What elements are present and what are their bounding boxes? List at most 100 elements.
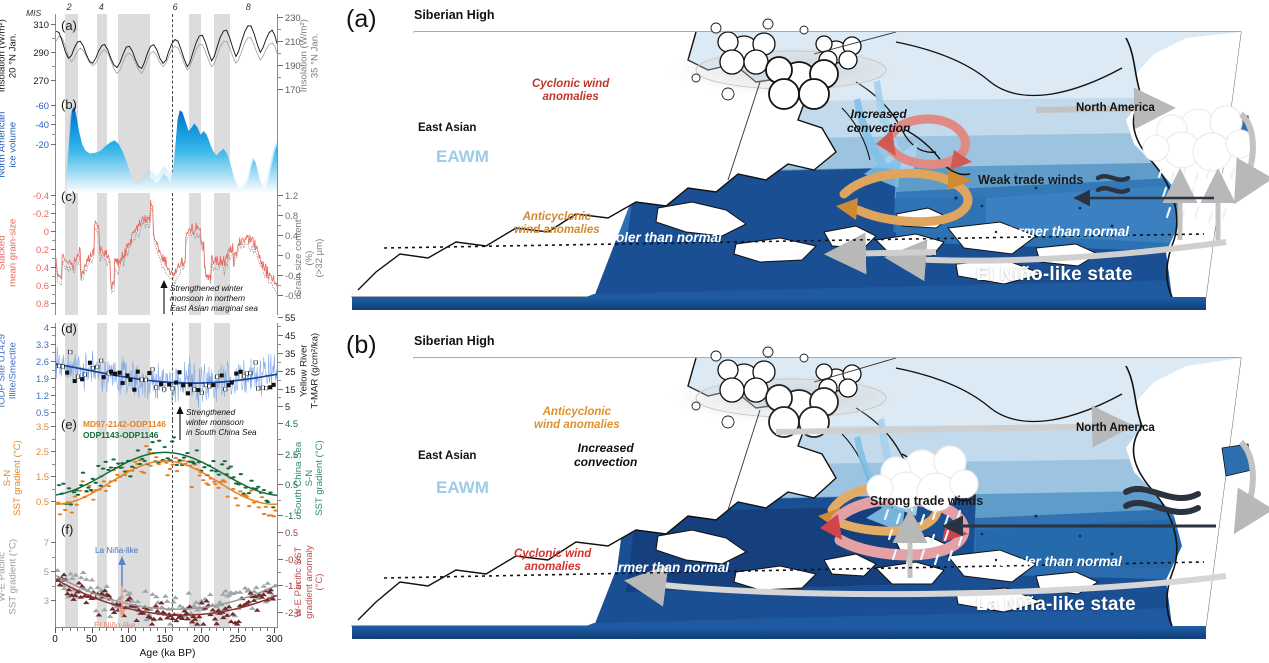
y-tick-minor [278,361,281,363]
mis-stage-8: 8 [245,2,251,12]
y-tick-label: 4.5 [285,418,299,430]
y-tick-minor [52,240,55,242]
glacial-band [188,14,201,99]
x-tick-minor [179,628,181,631]
y-tick [51,361,56,363]
x-tick-label: 200 [192,634,210,645]
y-tick-label: 3.3 [35,338,49,350]
panel-b-tag: (b) [61,97,77,112]
panel-a-tag: (a) [61,18,77,33]
y-tick-minor [52,488,55,490]
y-tick [278,88,283,90]
y-tick-minor [278,572,281,573]
anticyclonic-wind-label-b: Anticyclonic wind anomalies [534,406,620,431]
axis-title-b-l: North American ice volume [0,111,18,178]
schematic-a-svg [351,18,1269,310]
x-tick-label: 300 [266,634,283,645]
schematic-panel-a: (a) Siberian High East Asian EAWM Equato… [336,2,1269,320]
x-tick-minor [230,628,232,631]
y-tick-label: -0.4 [285,270,302,282]
y-tick-label: -1.5 [285,580,302,592]
convection-label-b: Increased convection [574,441,638,469]
y-tick-label: 45 [285,330,296,342]
y-tick-label: 35 [285,347,296,359]
y-tick-label: 55 [285,312,296,324]
y-tick [51,395,56,397]
panel-f-curves [56,568,277,626]
y-tick-label: 210 [285,35,301,47]
y-tick-label: 0.5 [285,527,299,538]
y-tick [51,124,56,126]
y-tick-label: 2.5 [35,446,49,458]
y-tick [278,40,283,42]
x-tick-minor [171,628,173,631]
east-asian-label-b: East Asian [418,450,477,462]
y-tick-minor [278,285,281,287]
y-tick [51,52,56,54]
x-tick [128,628,130,633]
y-tick-minor [52,275,55,277]
axis-title-a-r: Insolation (W/m²) 35 °N Jan. [298,18,320,92]
panel-d-tag: (d) [61,321,77,336]
y-tick [278,484,283,486]
equator-label-b: Equator [374,558,410,569]
axis-title-f-l: W-E Pacific SST gradient (°C) [0,538,18,615]
y-tick-label: 2.6 [35,356,49,368]
y-tick-label: 7 [43,537,49,548]
glacial-band [97,420,108,528]
y-tick [278,235,283,237]
panel-c-tag: (c) [61,189,77,204]
glacial-band [213,14,230,99]
y-tick-label: 1.5 [35,471,49,483]
y-tick [278,335,283,337]
glacial-band [188,420,201,528]
glacial-band [97,528,108,627]
y-tick-label: 0.5 [35,407,49,419]
anticyclonic-wind-label-a: Anticyclonic wind anomalies [514,211,600,236]
x-tick-minor [208,628,210,631]
y-tick-label: 0.4 [35,262,49,273]
y-tick-minor [278,326,281,328]
y-tick [51,24,56,26]
mis-stage-2: 2 [66,2,72,12]
note-el-nino-like: El Niño-like [94,621,136,630]
x-tick-minor [157,628,159,631]
y-tick-label: -0.5 [285,553,302,565]
x-tick-label: 150 [156,634,174,645]
x-tick-minor [84,628,86,631]
y-tick-label: 0.2 [35,244,49,256]
y-tick-label: -40 [35,119,49,131]
y-tick-label: -2.5 [285,607,302,618]
y-tick [278,423,283,425]
y-tick [278,317,283,319]
y-tick-label: 0.5 [35,496,49,507]
y-tick-label: 1.2 [285,190,299,202]
y-tick [51,476,56,478]
y-tick-label: 0 [285,250,291,262]
axis-title-c-r: Grain size content (%) (>32 µm) [292,219,326,297]
y-tick-minor [278,343,281,345]
axis-title-f-r: W-E Pacific SST gradient anomaly (°C) [292,545,326,619]
y-tick [51,249,56,251]
y-tick-label: -1.5 [285,510,302,522]
y-tick-label: 270 [33,75,49,87]
x-tick-minor [252,628,254,631]
y-tick [278,558,283,560]
west-sst-label-a: Cooler than normal [598,230,722,245]
x-tick-minor [106,628,108,631]
y-tick-minor [52,463,55,465]
y-tick [278,612,283,613]
y-tick [51,144,56,146]
mis-stage-row: 2 4 6 8 [0,0,335,14]
mis-stage-6: 6 [172,2,178,12]
y-tick-label: 5 [43,566,49,577]
y-tick [51,326,56,328]
x-tick-minor [215,628,217,631]
x-tick-minor [193,628,195,631]
convection-label-a: Increased convection [847,107,911,135]
y-tick [51,302,56,304]
siberian-high-label-a: Siberian High [414,8,495,22]
axis-title-c-l: Stacked mean grain-size [0,218,18,287]
y-tick-minor [278,545,281,547]
x-tick-minor [245,628,247,631]
